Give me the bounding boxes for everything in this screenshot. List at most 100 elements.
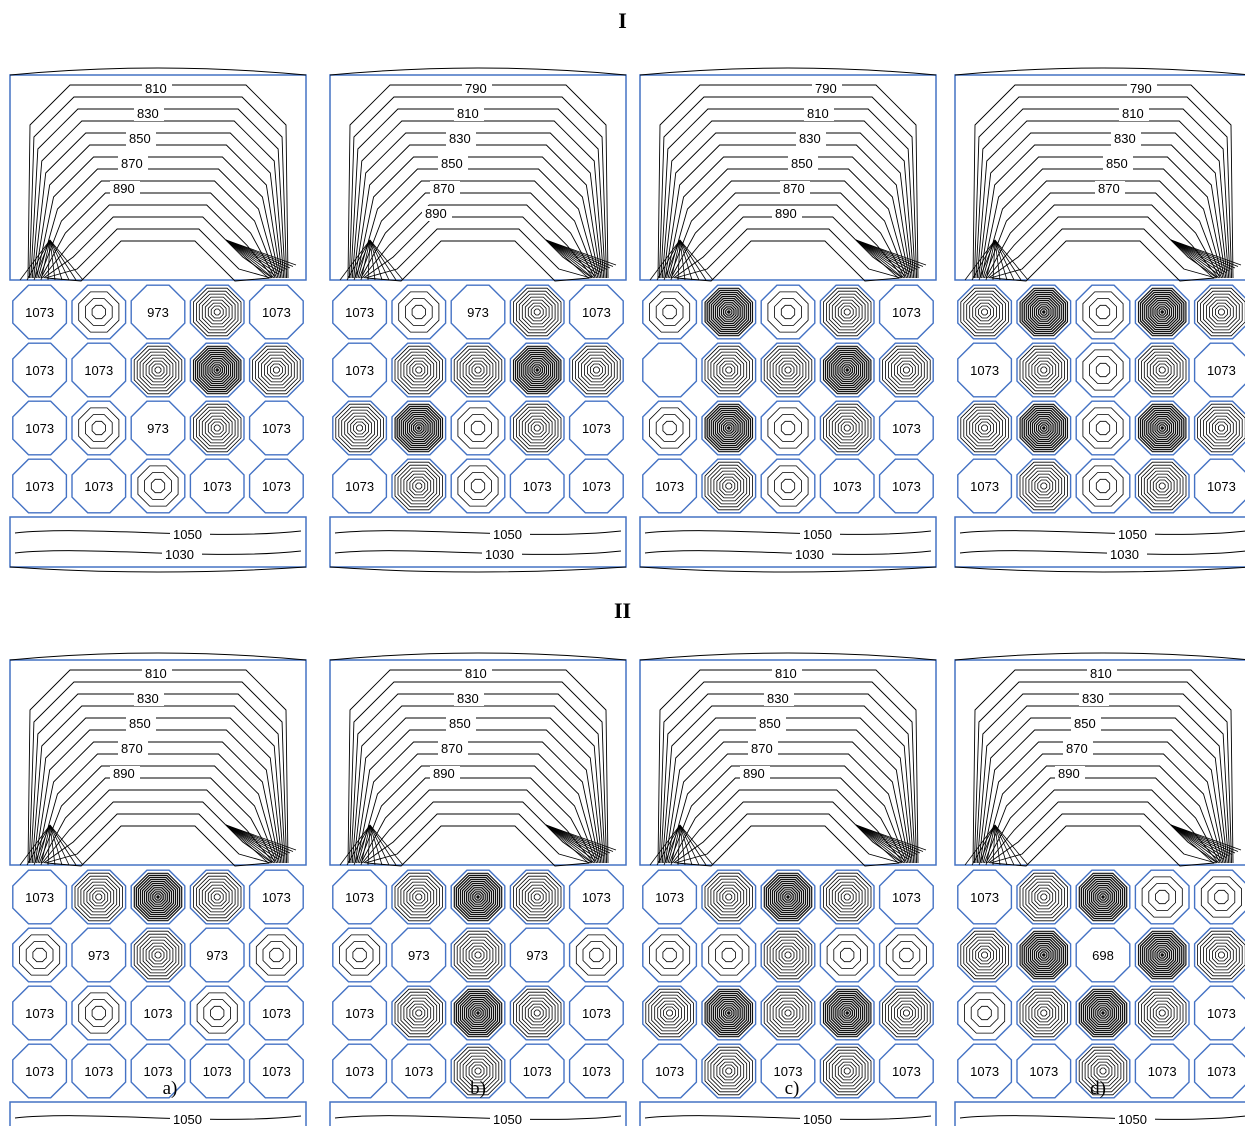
tube-contour	[1025, 467, 1063, 505]
tube-label-bg	[259, 1062, 294, 1078]
contour-label-bg	[1071, 716, 1101, 731]
tube-cell: 973	[130, 400, 186, 456]
tube-contour	[781, 890, 795, 904]
contour-label-bg	[1079, 691, 1109, 706]
contour-label-bg	[170, 527, 210, 541]
upper-contour-line	[39, 180, 277, 279]
tube-contour	[136, 876, 180, 918]
tube-cell	[450, 985, 506, 1041]
contour-label-bg	[454, 106, 484, 121]
upper-contour-line	[975, 108, 1231, 279]
tube-outline	[878, 985, 934, 1041]
tube-contour	[1155, 305, 1169, 319]
tube-contour	[1019, 461, 1068, 511]
tube-contour	[394, 872, 444, 922]
tube-contour	[1146, 470, 1178, 502]
tube-cell	[760, 869, 816, 925]
tube-cell	[248, 342, 304, 398]
tube-label-bg	[579, 1004, 614, 1020]
tube-contour	[1031, 415, 1057, 441]
tube-outline	[189, 1043, 245, 1099]
tube-contour	[778, 945, 798, 965]
tube-outline	[1075, 400, 1131, 456]
tube-contour	[513, 872, 562, 922]
caption-a: a)	[162, 1078, 178, 1099]
tube-cell	[189, 284, 245, 340]
fan-line	[855, 824, 912, 858]
fan-line	[679, 824, 707, 866]
tube-contour	[415, 482, 423, 490]
tube-outline	[1075, 985, 1131, 1041]
tube-contour	[198, 409, 236, 447]
tube-contour	[203, 999, 232, 1027]
tube-outline	[450, 869, 506, 925]
upper-contour-line	[972, 84, 1234, 279]
fan-line	[225, 824, 270, 864]
tube-contour	[715, 941, 743, 969]
tube-outline	[71, 927, 127, 983]
tube-temperature-label: 1073	[523, 1064, 552, 1079]
upper-contour-line	[33, 717, 283, 864]
tube-contour	[469, 1004, 487, 1022]
tube-contour	[725, 366, 733, 374]
tube-contour	[581, 354, 612, 386]
tube-contour	[1041, 952, 1047, 958]
tube-contour	[892, 941, 921, 969]
tube-contour	[963, 290, 1006, 334]
fan-line	[545, 824, 596, 861]
upper-contour-line	[45, 228, 271, 279]
tube-contour	[192, 344, 243, 396]
tube-outline	[819, 1043, 875, 1099]
tube-contour	[831, 1055, 863, 1087]
tube-outline	[701, 458, 757, 514]
tube-contour	[1197, 287, 1245, 337]
tube-contour	[725, 1067, 733, 1075]
tube-contour	[1031, 884, 1057, 910]
tube-contour	[662, 304, 677, 320]
tube-contour	[210, 305, 224, 319]
tube-contour	[713, 354, 745, 386]
tube-outline	[642, 1043, 698, 1099]
tube-temperature-label: 1073	[1207, 1064, 1236, 1079]
fan-line	[855, 239, 927, 266]
fan-line	[49, 239, 77, 281]
tube-cell	[248, 927, 304, 983]
tube-contour	[1138, 345, 1187, 395]
contour-label: 810	[1090, 666, 1112, 681]
fan-line	[670, 239, 681, 281]
fan-line	[994, 824, 1029, 866]
tube-contour	[1078, 1046, 1128, 1096]
tube-contour	[1022, 875, 1065, 919]
tube-cell	[391, 869, 447, 925]
tube-outline	[701, 400, 757, 456]
upper-contour-line	[28, 681, 288, 864]
tube-contour	[1024, 409, 1063, 447]
tube-contour	[1031, 299, 1057, 325]
tube-contour	[657, 1000, 682, 1026]
tube-contour	[133, 930, 183, 980]
row-title-II: II	[613, 598, 632, 623]
tube-cell	[878, 985, 934, 1041]
tube-contour	[192, 403, 242, 453]
contour-label-bg	[1127, 81, 1157, 96]
tube-contour	[969, 412, 1000, 444]
tube-cell	[1016, 284, 1072, 340]
tube-contour	[978, 948, 991, 962]
tube-temperature-label: 1073	[582, 1006, 611, 1021]
tube-cell: 973	[130, 284, 186, 340]
tube-cell	[391, 342, 447, 398]
tube-contour	[399, 409, 438, 447]
tube-contour	[1212, 418, 1231, 438]
tube-outline	[760, 869, 816, 925]
tube-outline	[819, 342, 875, 398]
fan-line	[369, 239, 404, 281]
fan-line	[1170, 239, 1239, 267]
tube-contour	[837, 302, 857, 322]
tube-contour	[465, 357, 491, 383]
tube-contour	[826, 348, 869, 392]
tube-contour	[903, 366, 910, 374]
tube-cell: 1073	[568, 458, 624, 514]
tube-cell	[1016, 869, 1072, 925]
tube-label-bg	[889, 888, 924, 904]
fan-line	[978, 239, 996, 281]
